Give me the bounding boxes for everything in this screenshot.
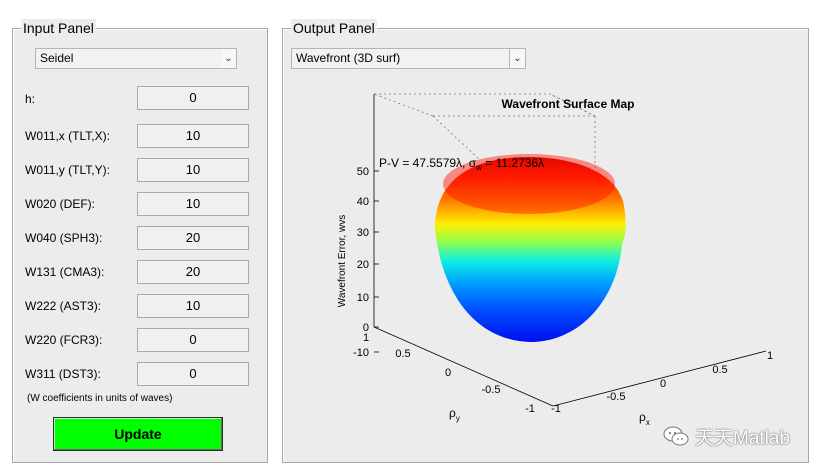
y-tick-label: -0.5 (482, 384, 501, 396)
update-button[interactable]: Update (53, 417, 223, 451)
param-label-w222: W222 (AST3): (25, 299, 102, 313)
input-panel-title: Input Panel (21, 19, 96, 37)
x-axis-label-main: ρ (639, 410, 646, 424)
z-tick-label: -10 (353, 347, 369, 359)
z-tick-label: 40 (357, 196, 369, 208)
output-panel: Output Panel Wavefront (3D surf) ⌄ (282, 19, 809, 463)
z-tick-label: 0 (363, 322, 369, 334)
param-label-w220: W220 (FCR3): (25, 333, 103, 347)
y-tick-label: -1 (525, 403, 535, 415)
x-tick-label: -1 (551, 403, 561, 415)
x-tick-label: -0.5 (607, 391, 626, 403)
param-label-w011y: W011,y (TLT,Y): (25, 163, 110, 177)
aberration-type-value: Seidel (40, 51, 74, 65)
x-tick-label: 0.5 (712, 364, 727, 376)
param-field-w131[interactable]: 20 (137, 260, 249, 284)
plot-box (373, 93, 767, 407)
surface-body (435, 157, 626, 342)
wavefront-surface (435, 154, 626, 342)
param-field-w220[interactable]: 0 (137, 328, 249, 352)
y-axis-label-sub: y (456, 414, 460, 423)
box-back-edges (432, 93, 596, 229)
x-axis-label: ρx (639, 410, 650, 427)
x-axis-line (552, 350, 767, 407)
param-label-w040: W040 (SPH3): (25, 231, 103, 245)
box-back-top (374, 93, 596, 117)
plot-stats-sub: w (475, 163, 482, 172)
y-axis-line (373, 326, 554, 407)
z-tick-labels: 50 40 30 20 10 0 -10 (353, 166, 369, 359)
x-tick-label: 0 (660, 378, 666, 390)
units-note: (W coefficients in units of waves) (27, 393, 173, 404)
z-axis-label: Wavefront Error, wvs (337, 215, 348, 307)
param-label-w011x: W011,x (TLT,X): (25, 129, 110, 143)
box-grid-top (373, 93, 434, 117)
z-tick-label: 20 (357, 259, 369, 271)
x-tick-label: 1 (767, 350, 773, 362)
param-label-h: h: (25, 92, 36, 106)
output-panel-title: Output Panel (291, 19, 377, 37)
y-tick-label: 0.5 (395, 348, 410, 360)
wechat-icon (663, 426, 689, 446)
x-tick-labels: -1 -0.5 0 0.5 1 (551, 350, 773, 415)
surface-rim-highlight (443, 154, 615, 214)
y-axis-label: ρy (449, 406, 460, 423)
plot-stats-text: P-V = 47.5579λ, σ (379, 156, 477, 170)
param-label-w020: W020 (DEF): (25, 197, 96, 211)
param-field-w011y[interactable]: 10 (137, 158, 249, 182)
y-tick-label: 0 (445, 367, 451, 379)
plot-type-value: Wavefront (3D surf) (296, 51, 401, 65)
param-field-w222[interactable]: 10 (137, 294, 249, 318)
chevron-down-icon: ⌄ (509, 49, 525, 68)
aberration-type-dropdown[interactable]: Seidel ⌄ (35, 48, 237, 69)
z-tick-label: 30 (357, 227, 369, 239)
x-axis-label-sub: x (646, 418, 650, 427)
plot-stats: P-V = 47.5579λ, σw = 11.2736λ (379, 156, 544, 172)
plot-title: Wavefront Surface Map (502, 97, 635, 111)
z-tick-label: 10 (357, 292, 369, 304)
param-field-w040[interactable]: 20 (137, 226, 249, 250)
y-axis-label-main: ρ (449, 406, 456, 420)
z-axis-ticks (374, 170, 379, 353)
param-field-h[interactable]: 0 (137, 86, 249, 110)
watermark: 天天Matlab (663, 422, 790, 450)
param-label-w131: W131 (CMA3): (25, 265, 105, 279)
param-field-w311[interactable]: 0 (137, 362, 249, 386)
z-tick-label: 50 (357, 166, 369, 178)
input-panel: Input Panel Seidel ⌄ h: 0 W011,x (TLT,X)… (12, 19, 268, 463)
param-field-w020[interactable]: 10 (137, 192, 249, 216)
wavefront-plot: Wavefront Surface Map P-V = 47.5579λ, σw… (337, 93, 773, 427)
y-tick-label: 1 (363, 332, 369, 344)
param-field-w011x[interactable]: 10 (137, 124, 249, 148)
plot-type-dropdown[interactable]: Wavefront (3D surf) ⌄ (291, 48, 526, 69)
param-label-w311: W311 (DST3): (25, 367, 101, 381)
watermark-text: 天天Matlab (695, 427, 791, 449)
y-tick-labels: 1 0.5 0 -0.5 -1 (363, 332, 535, 415)
plot-stats-tail: = 11.2736λ (482, 156, 544, 170)
chevron-down-icon: ⌄ (221, 49, 236, 68)
